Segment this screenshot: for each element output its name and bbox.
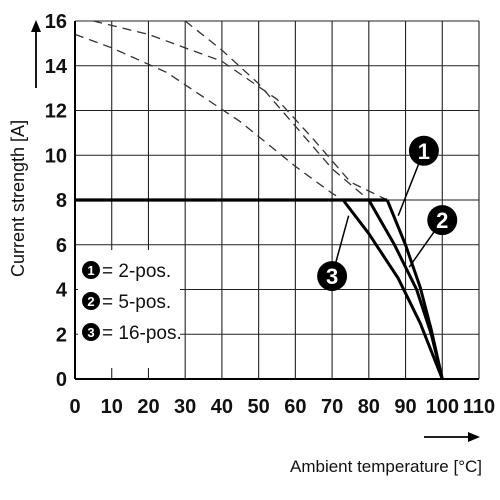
x-tick-label: 20 [137,396,159,418]
y-tick-label: 6 [56,235,67,257]
x-tick-label: 50 [248,396,270,418]
x-tick-label: 10 [101,396,123,418]
y-tick-label: 16 [45,11,67,33]
x-tick-label: 110 [463,396,495,418]
x-tick-label: 90 [394,396,416,418]
callouts: 1 2 3 [317,135,458,292]
y-tick-label: 4 [56,280,68,302]
series-2-dashed-line [184,20,370,201]
legend-marker-number: 1 [87,263,94,278]
legend-marker-1 [82,261,100,279]
callout-marker-2 [427,205,458,236]
x-tick-label: 40 [211,396,233,418]
x-arrow-head [468,432,480,442]
legend: 1 = 2-pos. 2 = 5-pos. 3 = 16-pos. [78,250,182,368]
x-axis-label: Ambient temperature [°C] [290,457,482,476]
callout-number-1: 1 [418,139,430,164]
x-tick-label: 80 [358,396,380,418]
y-axis-label: Current strength [A] [8,120,28,277]
callout-marker-3 [317,261,348,292]
legend-label-1: = 2-pos. [102,261,171,282]
x-tick-label: 0 [69,396,80,418]
legend-marker-number: 2 [87,294,94,309]
series-3-dashed-line [74,33,344,201]
y-tick-label: 14 [45,56,68,78]
series-1-dashed-line [93,20,388,201]
axis-arrows [31,20,480,442]
series-2-derating-line [367,199,444,380]
x-tick-label: 100 [426,396,459,418]
legend-marker-2 [82,292,100,310]
y-tick-label: 0 [56,369,67,391]
x-tick-label: 30 [174,396,196,418]
y-tick-label: 2 [56,324,67,346]
legend-marker-number: 3 [87,325,94,340]
curves [74,20,444,380]
callout-marker-1 [408,135,439,166]
callout-number-2: 2 [436,208,448,233]
series-3-derating-line [341,199,444,380]
callout-number-3: 3 [326,264,338,289]
x-tick-label: 60 [284,396,306,418]
y-tick-label: 8 [56,190,67,212]
axes [74,21,479,380]
y-tick-label: 10 [45,145,67,167]
y-tick-label: 12 [45,101,67,123]
y-arrow-head [31,20,41,32]
x-tick-label: 70 [321,396,343,418]
legend-label-3: = 16-pos. [102,323,182,344]
legend-label-2: = 5-pos. [102,292,171,313]
legend-marker-3 [82,323,100,341]
